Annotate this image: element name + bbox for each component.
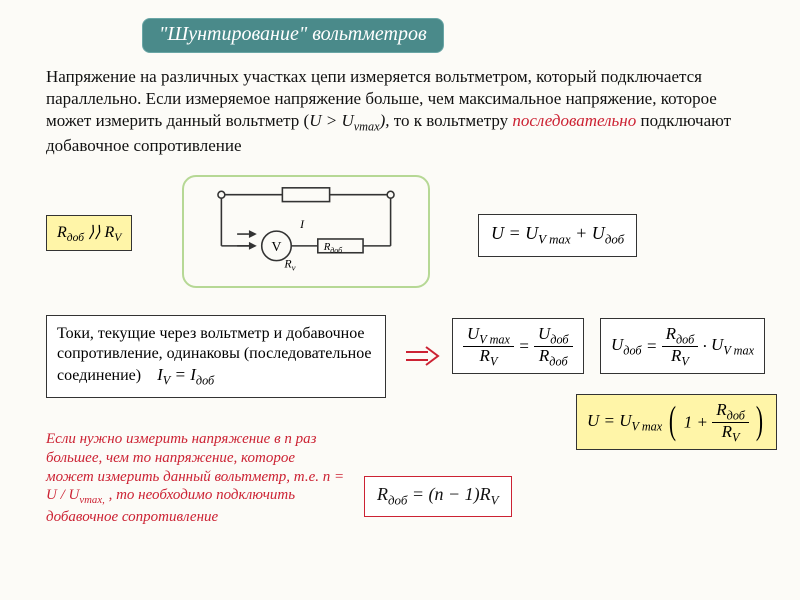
svg-text:Rv: Rv: [283, 257, 295, 273]
equation-2: UV max RV = Uдоб Rдоб: [452, 318, 584, 374]
circuit-svg: V I Rv Rдоб: [184, 177, 428, 288]
title-box: "Шунтирование" вольтметров: [142, 18, 444, 53]
relation-op: ⟩⟩: [88, 224, 100, 241]
circuit-diagram: V I Rv Rдоб: [182, 175, 430, 288]
footnote: Если нужно измерить напряжение в n раз б…: [46, 430, 346, 526]
equation-4: U = UV max ( 1 + Rдоб RV ): [576, 394, 777, 450]
para-cond: U > Uvmax),: [309, 111, 389, 130]
voltmeter-label: V: [272, 239, 282, 254]
equation-1: U = UV max + Uдоб: [478, 214, 637, 257]
relation-box: Rдоб ⟩⟩ RV: [46, 215, 132, 251]
equation-5: Rдоб = (n − 1)RV: [364, 476, 512, 517]
svg-text:Rдоб: Rдоб: [323, 241, 343, 255]
body2-text: Токи, текущие через вольтметр и добавочн…: [57, 325, 372, 384]
title-text: "Шунтирование" вольтметров: [159, 23, 427, 45]
equation-3: Uдоб = Rдоб RV · UV max: [600, 318, 765, 374]
para-accent: последовательно: [512, 111, 636, 130]
para-mid: то к вольтметру: [389, 111, 512, 130]
svg-text:I: I: [299, 217, 305, 231]
paragraph: Напряжение на различных участках цепи из…: [46, 66, 754, 158]
note-sub: vmax,: [79, 494, 104, 506]
implies-arrow-icon: [404, 345, 440, 367]
body-text-2: Токи, текущие через вольтметр и добавочн…: [46, 315, 386, 398]
